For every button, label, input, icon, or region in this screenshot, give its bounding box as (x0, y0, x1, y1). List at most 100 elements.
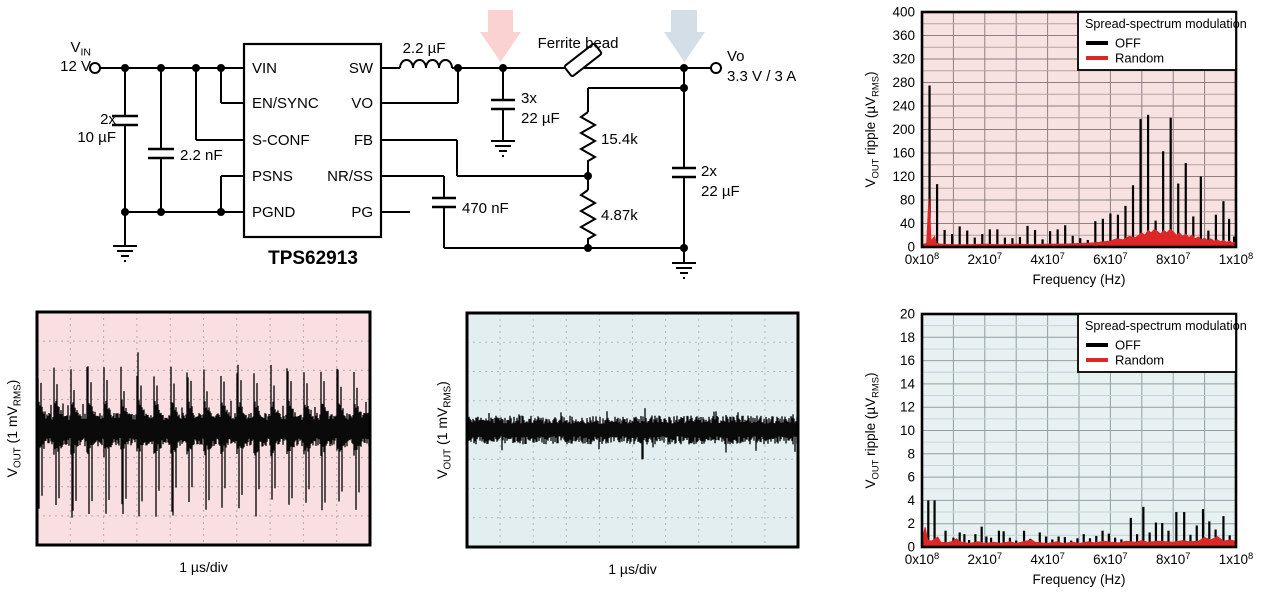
vin-voltage: 12 V (60, 58, 91, 75)
pin-label-pgnd: PGND (252, 204, 296, 221)
pin-label-pg: PG (351, 204, 373, 221)
svg-text:4x107: 4x107 (1030, 250, 1065, 267)
resistor-15k-symbol (578, 111, 598, 164)
y-axis-tick-labels: 0 40 80 120 160 200 240 280 320 360 400 (892, 5, 915, 255)
svg-text:80: 80 (900, 193, 915, 208)
svg-text:10: 10 (900, 423, 915, 438)
ripple-spectrum-chart-with-bead: 0 2 4 6 8 10 12 14 16 18 20 0x108 2x107 4x107 6x107 8x1… (863, 307, 1254, 588)
svg-text:6x107: 6x107 (1093, 250, 1128, 267)
oscilloscope-plot-ssm-off: 1 µs/div VOUT (1 mVRMS) (4, 310, 372, 575)
y-axis-tick-labels: 0 2 4 6 8 10 12 14 16 18 20 (900, 307, 916, 555)
scope-y-label: VOUT (1 mVRMS) (4, 380, 24, 478)
pin-label-psns: PSNS (252, 168, 293, 185)
svg-text:16: 16 (900, 353, 915, 368)
ferrite-bead-label: Ferrite bead (538, 35, 619, 52)
svg-text:0: 0 (907, 540, 915, 555)
svg-text:0x108: 0x108 (905, 250, 940, 267)
css-value: 470 nF (462, 200, 509, 217)
cout1-qty: 3x (521, 90, 537, 107)
svg-text:2x107: 2x107 (968, 250, 1003, 267)
svg-text:1x108: 1x108 (1219, 250, 1254, 267)
svg-text:2: 2 (907, 516, 915, 531)
vo-label: Vo (727, 48, 745, 65)
svg-text:280: 280 (892, 75, 915, 90)
svg-text:6: 6 (907, 470, 915, 485)
svg-text:8x107: 8x107 (1156, 250, 1191, 267)
legend-label: Random (1115, 51, 1164, 66)
ic-body (242, 42, 383, 239)
pin-label-en-sync: EN/SYNC (252, 95, 319, 112)
scope-y-label: VOUT (1 mVRMS) (434, 381, 454, 479)
legend-title: Spread-spectrum modulation (1085, 319, 1247, 333)
junction-dots (121, 64, 688, 252)
circuit-schematic: VIN EN/SYNC S-CONF PSNS PGND SW VO FB NR… (60, 10, 796, 279)
svg-text:20: 20 (900, 307, 915, 322)
svg-text:4: 4 (907, 493, 915, 508)
input-cap-value: 10 µF (77, 129, 116, 146)
pink-highlight-arrow-icon (480, 10, 521, 62)
pin-label-sw: SW (349, 60, 374, 77)
ground-symbol (491, 140, 515, 157)
capacitor-plates (112, 98, 696, 209)
resistor-4k87-symbol (578, 189, 598, 242)
oscilloscope-plot-ssm-random: 1 µs/div VOUT (1 mVRMS) (434, 311, 800, 577)
svg-text:0: 0 (907, 240, 915, 255)
blue-highlight-arrow-icon (664, 10, 705, 62)
ripple-spectrum-chart-no-bead: 0 40 80 120 160 200 240 280 320 360 400 0x108 2x107 4… (863, 5, 1254, 288)
legend-title: Spread-spectrum modulation (1085, 17, 1247, 31)
svg-text:120: 120 (892, 169, 915, 184)
y-axis-title: VOUT ripple (µVRMS) (863, 72, 881, 188)
vo-spec: 3.3 V / 3 A (727, 68, 796, 85)
pin-label-s-conf: S-CONF (252, 132, 310, 149)
legend-label: OFF (1115, 36, 1141, 51)
series-random-area (921, 527, 1237, 548)
svg-text:8x107: 8x107 (1156, 550, 1191, 567)
svg-text:6x107: 6x107 (1093, 550, 1128, 567)
svg-text:14: 14 (900, 376, 916, 391)
pin-label-vin: VIN (252, 60, 277, 77)
svg-text:0x108: 0x108 (905, 550, 940, 567)
r-top-value: 15.4k (601, 131, 638, 148)
svg-text:4x107: 4x107 (1030, 550, 1065, 567)
cout2-qty: 2x (701, 163, 717, 180)
svg-text:12: 12 (900, 400, 915, 415)
ferrite-bead-symbol (563, 42, 603, 78)
svg-text:8: 8 (907, 446, 915, 461)
svg-text:2x107: 2x107 (968, 550, 1003, 567)
inductor-value: 2.2 µF (403, 40, 446, 57)
vin-label: VIN (70, 39, 91, 59)
pin-label-vo: VO (351, 95, 373, 112)
x-axis-tick-labels: 0x108 2x107 4x107 6x107 8x107 1x108 (905, 250, 1254, 267)
svg-text:320: 320 (892, 52, 915, 67)
scope-border (35, 310, 372, 547)
input-cap-qty: 2x (100, 111, 116, 128)
vo-terminal (710, 62, 722, 74)
ground-symbol (113, 245, 137, 262)
scope-x-label: 1 µs/div (179, 559, 228, 575)
svg-text:160: 160 (892, 146, 915, 161)
svg-text:18: 18 (900, 330, 915, 345)
legend-label: OFF (1115, 338, 1141, 353)
svg-text:400: 400 (892, 5, 915, 20)
inductor-symbol (399, 59, 453, 69)
svg-text:360: 360 (892, 28, 915, 43)
x-axis-tick-labels: 0x108 2x107 4x107 6x107 8x107 1x108 (905, 550, 1254, 567)
pin-label-fb: FB (354, 132, 373, 149)
chip-name: TPS62913 (268, 248, 358, 269)
svg-text:1x108: 1x108 (1219, 550, 1254, 567)
y-axis-title: VOUT ripple (µVRMS) (863, 373, 881, 489)
ground-symbol (672, 262, 696, 279)
scope-x-label: 1 µs/div (608, 561, 657, 577)
legend-label: Random (1115, 353, 1164, 368)
cout2-value: 22 µF (701, 183, 740, 200)
vin-terminal (89, 62, 101, 74)
svg-text:200: 200 (892, 122, 915, 137)
cff-value: 2.2 nF (180, 147, 223, 164)
x-axis-title: Frequency (Hz) (1032, 272, 1125, 287)
scope-border (465, 311, 800, 549)
schematic-wires (100, 67, 710, 262)
svg-text:40: 40 (900, 216, 915, 231)
